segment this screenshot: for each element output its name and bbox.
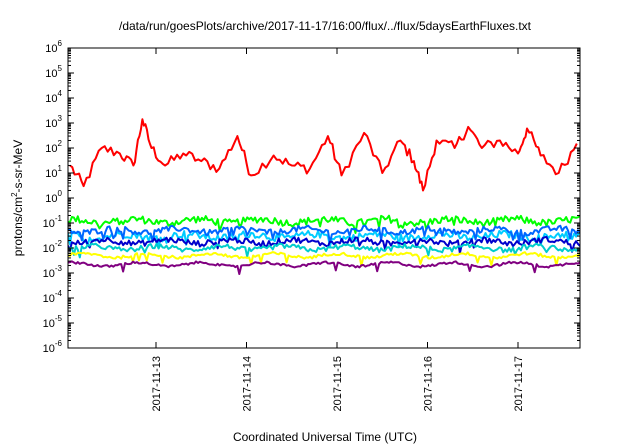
plot-frame [67,47,581,349]
y-axis-label: protons/cm2-s-sr-MeV [10,140,25,256]
y-tick-label: 106 [45,39,62,55]
y-tick-label: 101 [45,164,62,180]
series-line-6 [68,251,580,267]
x-tick-label: 2017-11-14 [242,356,254,411]
y-tick-label: 104 [45,89,62,105]
x-tick-label: 2017-11-16 [423,356,435,411]
y-tick-label: 10-3 [43,264,63,280]
y-tick-label: 10-6 [43,339,63,355]
y-tick-label: 10-1 [43,214,63,230]
series-layer [68,118,580,275]
x-tick-label: 2017-11-17 [513,356,525,411]
series-line-5 [68,242,580,259]
series-line-0 [69,118,578,192]
series-line-7 [68,260,580,275]
y-tick-label: 10-4 [43,289,63,305]
series-line-3 [68,224,580,244]
y-tick-label: 100 [45,189,62,205]
x-axis: 2017-11-13 2017-11-14 2017-11-15 2017-11-16… [151,48,525,411]
y-tick-label: 105 [45,64,62,80]
x-tick-label: 2017-11-15 [332,356,344,411]
y-axis: 106 105 104 103 102 101 100 10-1 10-2 10-3 10-4 10-… [43,39,580,355]
y-tick-label: 10-2 [43,239,63,255]
series-line-4 [68,235,580,255]
series-line-1 [68,214,580,234]
y-tick-label: 10-5 [43,314,63,330]
x-axis-label: Coordinated Universal Time (UTC) [233,430,417,444]
y-tick-label: 103 [45,114,62,130]
y-tick-label: 102 [45,139,62,155]
x-tick-label: 2017-11-13 [151,356,163,411]
chart-title: /data/run/goesPlots/archive/2017-11-17/1… [119,19,532,33]
